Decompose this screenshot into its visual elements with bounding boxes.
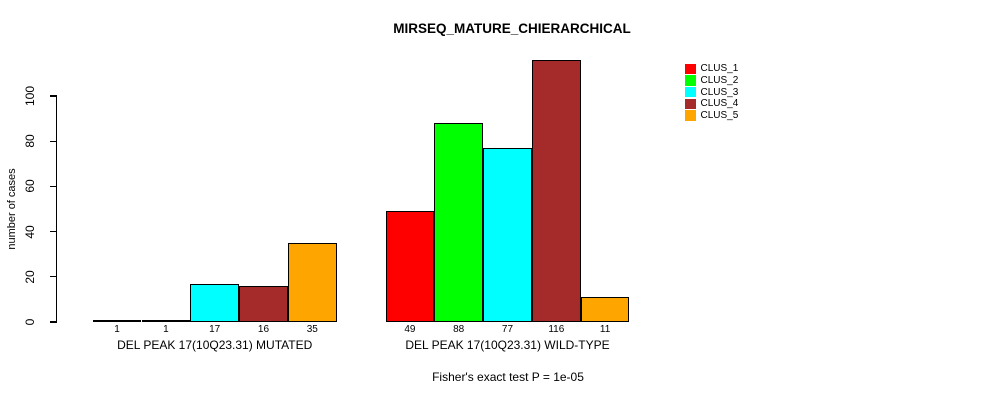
bar-clus_1-wild-type	[385, 211, 435, 322]
bar-clus_3-mutated	[190, 283, 240, 322]
bar-clus_5-wild-type	[580, 297, 630, 322]
legend-swatch-clus_1	[685, 63, 696, 75]
bar-value-label: 1	[114, 324, 120, 335]
legend-label: CLUS_4	[700, 98, 739, 110]
bar-clus_4-mutated	[239, 285, 288, 322]
fisher-test-annotation: Fisher's exact test P = 1e-05	[432, 370, 584, 384]
y-tick-label: 100	[23, 85, 37, 107]
legend-item: CLUS_5	[685, 110, 738, 122]
bar-clus_1-mutated	[92, 319, 142, 322]
x-category-label: DEL PEAK 17(10Q23.31) MUTATED	[117, 338, 313, 352]
y-tick-mark	[50, 185, 57, 187]
y-tick-mark	[50, 140, 57, 142]
bar-clus_5-mutated	[287, 242, 337, 322]
legend-item: CLUS_3	[685, 86, 738, 98]
y-tick-mark	[50, 276, 57, 278]
bar-value-label: 88	[453, 324, 465, 335]
bar-value-label: 16	[257, 324, 270, 335]
bar-value-label: 77	[501, 324, 514, 335]
y-tick-label: 0	[23, 318, 37, 326]
legend-swatch-clus_3	[685, 86, 696, 98]
bar-value-label: 49	[404, 324, 416, 335]
legend-label: CLUS_2	[700, 75, 739, 87]
y-axis-label: number of cases	[6, 168, 18, 250]
legend-item: CLUS_2	[685, 75, 738, 87]
bar-value-label: 35	[306, 324, 318, 335]
bar-clus_2-mutated	[141, 319, 191, 322]
y-tick-mark	[50, 231, 57, 233]
x-category-label: DEL PEAK 17(10Q23.31) WILD-TYPE	[405, 338, 610, 352]
legend-swatch-clus_4	[685, 98, 696, 110]
legend-label: CLUS_1	[700, 63, 739, 75]
y-tick-label: 60	[23, 179, 37, 194]
bar-value-label: 116	[548, 324, 565, 335]
y-axis-line	[56, 96, 58, 323]
legend-label: CLUS_3	[700, 86, 739, 98]
y-tick-label: 20	[23, 270, 37, 284]
y-tick-mark	[50, 95, 57, 97]
legend-item: CLUS_4	[685, 98, 738, 110]
bar-clus_2-wild-type	[434, 123, 484, 322]
bar-value-label: 1	[163, 324, 169, 335]
legend: CLUS_1 CLUS_2 CLUS_3 CLUS_4 CLUS_5	[685, 63, 738, 121]
bar-value-label: 17	[209, 324, 221, 335]
bar-clus_4-wild-type	[531, 59, 581, 322]
legend-item: CLUS_1	[685, 63, 738, 75]
legend-swatch-clus_5	[685, 110, 696, 121]
chart-title: MIRSEQ_MATURE_CHIERARCHICAL	[393, 21, 631, 36]
y-tick-label: 40	[23, 224, 37, 239]
bar-clus_3-wild-type	[483, 147, 532, 322]
legend-swatch-clus_2	[685, 75, 696, 86]
bar-value-label: 11	[599, 324, 611, 335]
y-tick-label: 80	[23, 134, 37, 148]
y-tick-mark	[50, 321, 57, 323]
legend-label: CLUS_5	[700, 110, 739, 122]
